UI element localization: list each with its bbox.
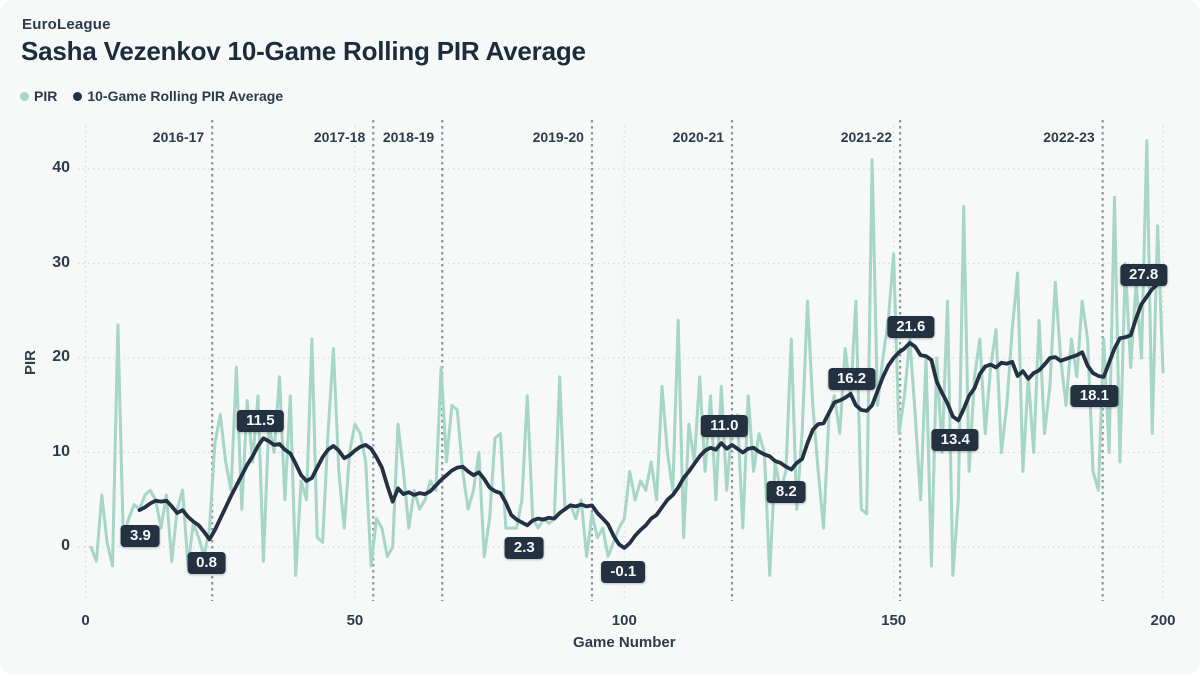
legend-item-rolling: 10-Game Rolling PIR Average bbox=[73, 88, 283, 104]
season-label: 2020-21 bbox=[672, 129, 725, 145]
x-tick-label: 200 bbox=[1150, 612, 1176, 629]
x-tick-label: 150 bbox=[881, 612, 907, 629]
callout-label: 18.1 bbox=[1070, 384, 1118, 407]
callout-label: 21.6 bbox=[887, 315, 935, 338]
pir-legend-dot-icon bbox=[20, 91, 29, 101]
y-tick-label: 10 bbox=[52, 442, 70, 460]
y-tick-label: 40 bbox=[52, 159, 70, 176]
y-tick-label: 30 bbox=[52, 253, 70, 271]
season-label: 2018-19 bbox=[382, 129, 435, 145]
rolling-line bbox=[137, 282, 1160, 550]
legend-item-pir: PIR bbox=[20, 88, 57, 104]
callout-label: 27.8 bbox=[1120, 264, 1168, 287]
callout-label: 0.8 bbox=[187, 552, 226, 575]
season-label: 2019-20 bbox=[532, 129, 584, 145]
y-tick-label: 0 bbox=[61, 537, 70, 554]
season-label: 2016-17 bbox=[152, 129, 205, 145]
x-tick-label: 0 bbox=[81, 612, 90, 629]
rolling-legend-dot-icon bbox=[73, 91, 83, 101]
season-label: 2022-23 bbox=[1043, 129, 1095, 145]
callout-label: 8.2 bbox=[766, 480, 806, 503]
callout-label: 11.5 bbox=[237, 410, 284, 433]
x-tick-label: 100 bbox=[611, 612, 637, 629]
pir-line bbox=[89, 139, 1165, 577]
legend: PIR 10-Game Rolling PIR Average bbox=[20, 88, 283, 104]
season-label: 2021-22 bbox=[840, 129, 893, 145]
page-title: Sasha Vezenkov 10-Game Rolling PIR Avera… bbox=[21, 36, 586, 66]
callout-label: 16.2 bbox=[827, 367, 876, 390]
kicker: EuroLeague bbox=[22, 16, 111, 33]
callout-label: 13.4 bbox=[931, 429, 979, 452]
callout-label: 2.3 bbox=[504, 537, 544, 560]
callout-label: 11.0 bbox=[701, 415, 748, 438]
season-label: 2017-18 bbox=[313, 129, 366, 145]
callout-label: 3.9 bbox=[121, 525, 160, 548]
y-tick-label: 20 bbox=[52, 348, 70, 365]
legend-label-rolling: 10-Game Rolling PIR Average bbox=[87, 88, 284, 104]
callout-label: -0.1 bbox=[601, 560, 646, 583]
legend-label-pir: PIR bbox=[34, 88, 58, 104]
x-tick-label: 50 bbox=[346, 612, 364, 629]
x-axis-title: Game Number bbox=[573, 634, 676, 651]
